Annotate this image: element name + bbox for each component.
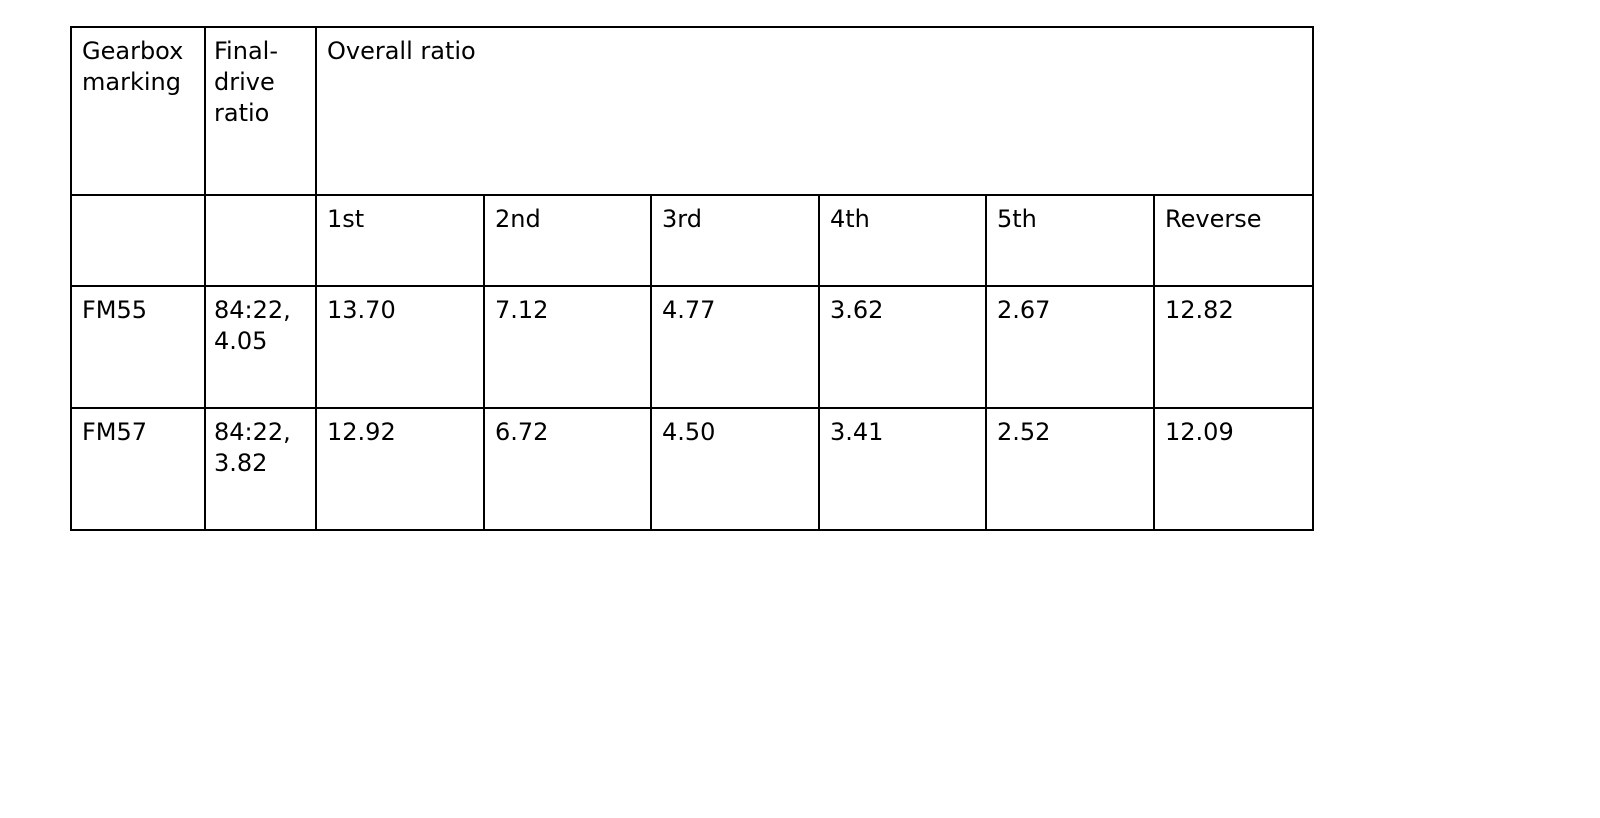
gearbox-cell: FM57 bbox=[70, 407, 206, 531]
ratio-cell: 12.09 bbox=[1152, 407, 1315, 531]
empty-cell bbox=[70, 194, 206, 287]
ratio-cell: 12.92 bbox=[315, 407, 485, 531]
gear-header-cell: 3rd bbox=[650, 194, 820, 287]
ratio-cell: 13.70 bbox=[315, 285, 485, 409]
gear-ratio-table: Gearbox marking Final-drive ratio Overall … bbox=[70, 26, 1315, 531]
ratio-cell: 12.82 bbox=[1152, 285, 1315, 409]
final-drive-cell: 84:22, 4.05 bbox=[204, 285, 317, 409]
data-row: FM55 84:22, 4.05 13.70 7.12 4.77 3.62 2.67 12.8… bbox=[70, 285, 1315, 409]
empty-cell bbox=[204, 194, 317, 287]
header-cell: Overall ratio bbox=[314, 26, 1315, 196]
final-drive-cell: 84:22, 3.82 bbox=[204, 407, 317, 531]
header-cell: Final-drive ratio bbox=[204, 26, 317, 196]
header-cell: Gearbox marking bbox=[70, 26, 206, 196]
gear-header-cell: 1st bbox=[315, 194, 485, 287]
ratio-cell: 4.50 bbox=[650, 407, 820, 531]
ratio-cell: 2.67 bbox=[985, 285, 1155, 409]
ratio-cell: 3.62 bbox=[818, 285, 987, 409]
ratio-cell: 3.41 bbox=[818, 407, 987, 531]
subheader-row: 1st 2nd 3rd 4th 5th Reverse bbox=[70, 194, 1315, 287]
gear-header-cell: Reverse bbox=[1152, 194, 1315, 287]
table-body: Gearbox marking Final-drive ratio Overall … bbox=[70, 26, 1315, 531]
data-row: FM57 84:22, 3.82 12.92 6.72 4.50 3.41 2.52 12.0… bbox=[70, 407, 1315, 531]
header-row: Gearbox marking Final-drive ratio Overall … bbox=[70, 26, 1315, 196]
ratio-cell: 6.72 bbox=[483, 407, 652, 531]
ratio-cell: 4.77 bbox=[650, 285, 820, 409]
ratio-cell: 7.12 bbox=[483, 285, 652, 409]
gearbox-cell: FM55 bbox=[70, 285, 206, 409]
gear-header-cell: 5th bbox=[985, 194, 1155, 287]
gear-header-cell: 4th bbox=[818, 194, 987, 287]
ratio-cell: 2.52 bbox=[985, 407, 1155, 531]
gear-header-cell: 2nd bbox=[483, 194, 652, 287]
